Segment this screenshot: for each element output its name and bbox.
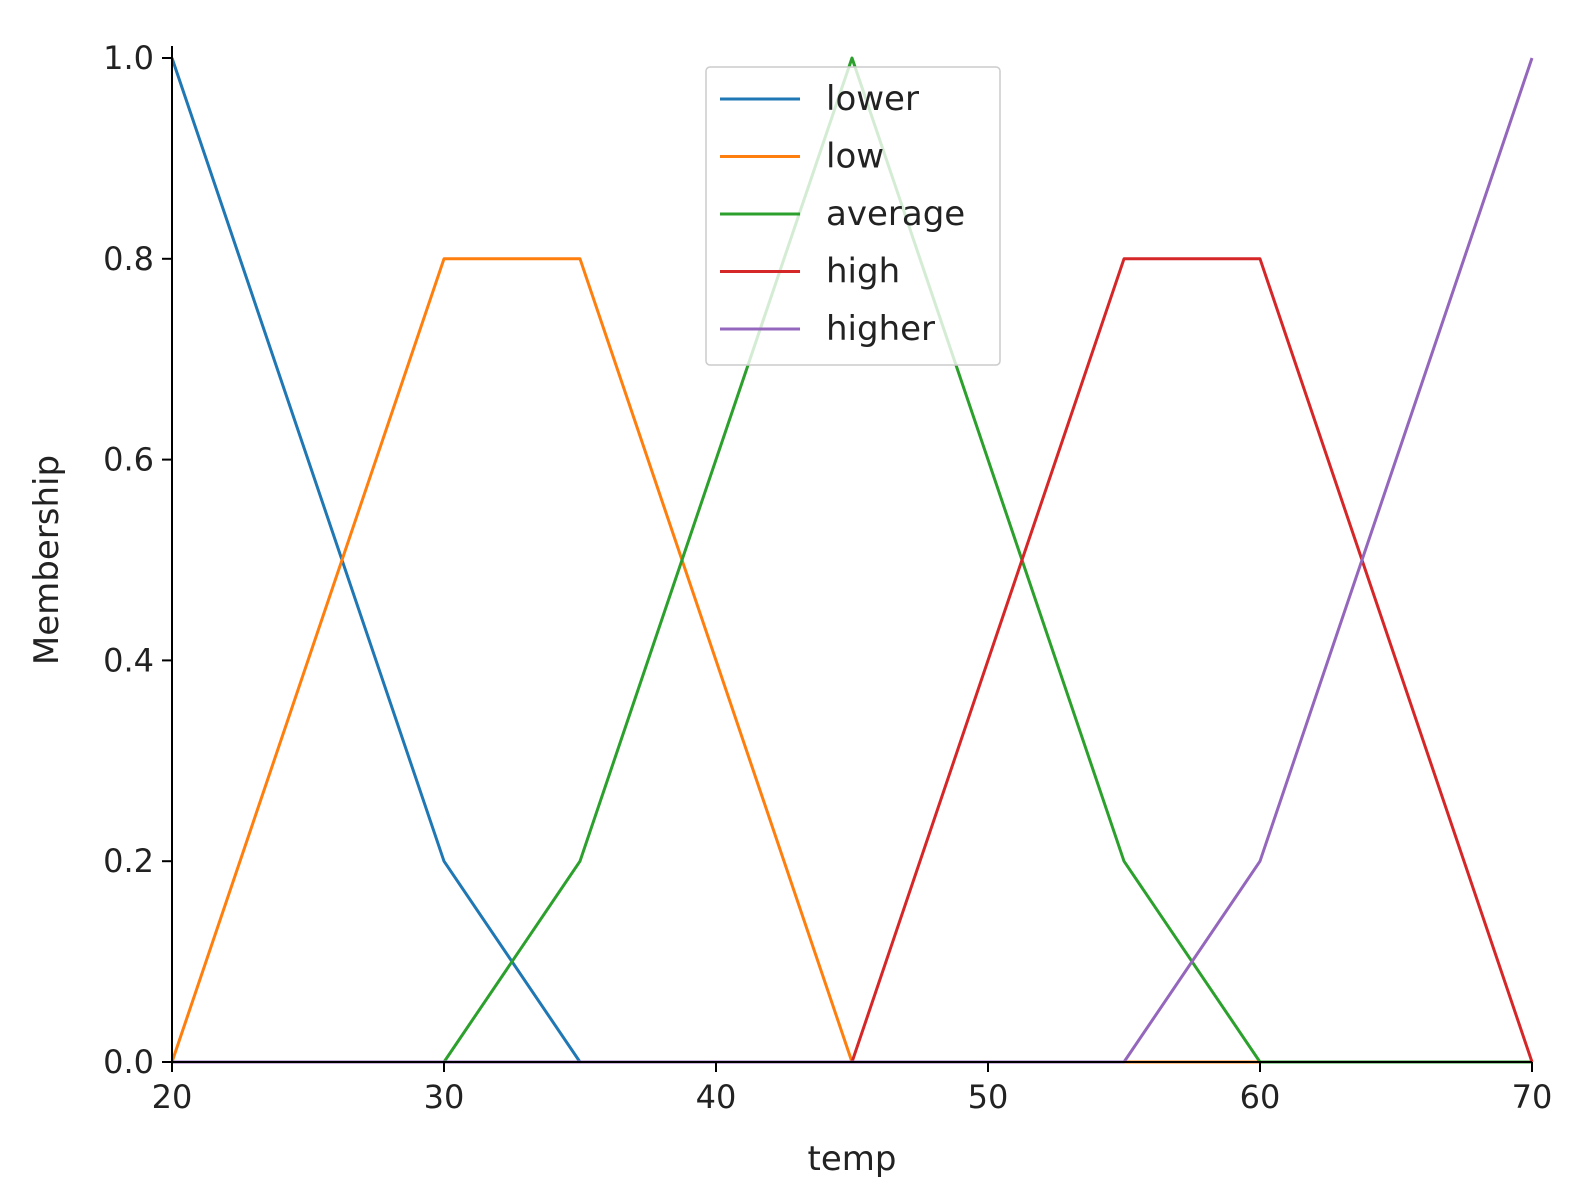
y-tick-label: 1.0	[103, 39, 154, 77]
x-axis-label: temp	[808, 1139, 897, 1179]
axes-layer	[171, 46, 1532, 1063]
legend: lower low average high higher	[705, 66, 1001, 366]
legend-label-low: low	[826, 137, 884, 177]
y-tick-label: 0.4	[103, 641, 154, 679]
x-tick-label: 50	[968, 1078, 1009, 1116]
x-tick-label: 30	[424, 1078, 465, 1116]
legend-label-average: average	[826, 194, 965, 234]
legend-label-high: high	[826, 252, 900, 292]
y-tick-label: 0.0	[103, 1043, 154, 1081]
y-axis-label: Membership	[27, 455, 67, 665]
y-tick-label: 0.6	[103, 441, 154, 479]
x-tick-label: 70	[1512, 1078, 1553, 1116]
y-tick-label: 0.8	[103, 240, 154, 278]
ticks-layer: 20 30 40 50 60 70 0.0 0.2 0.4 0.6 0.8 1.0	[103, 39, 1552, 1116]
legend-box	[705, 66, 1001, 366]
legend-label-higher: higher	[826, 309, 935, 349]
x-tick-label: 60	[1240, 1078, 1281, 1116]
x-tick-label: 40	[696, 1078, 737, 1116]
legend-label-lower: lower	[826, 79, 919, 119]
legend-entries: lower low average high higher	[720, 79, 965, 349]
x-tick-label: 20	[152, 1078, 193, 1116]
y-tick-label: 0.2	[103, 842, 154, 880]
